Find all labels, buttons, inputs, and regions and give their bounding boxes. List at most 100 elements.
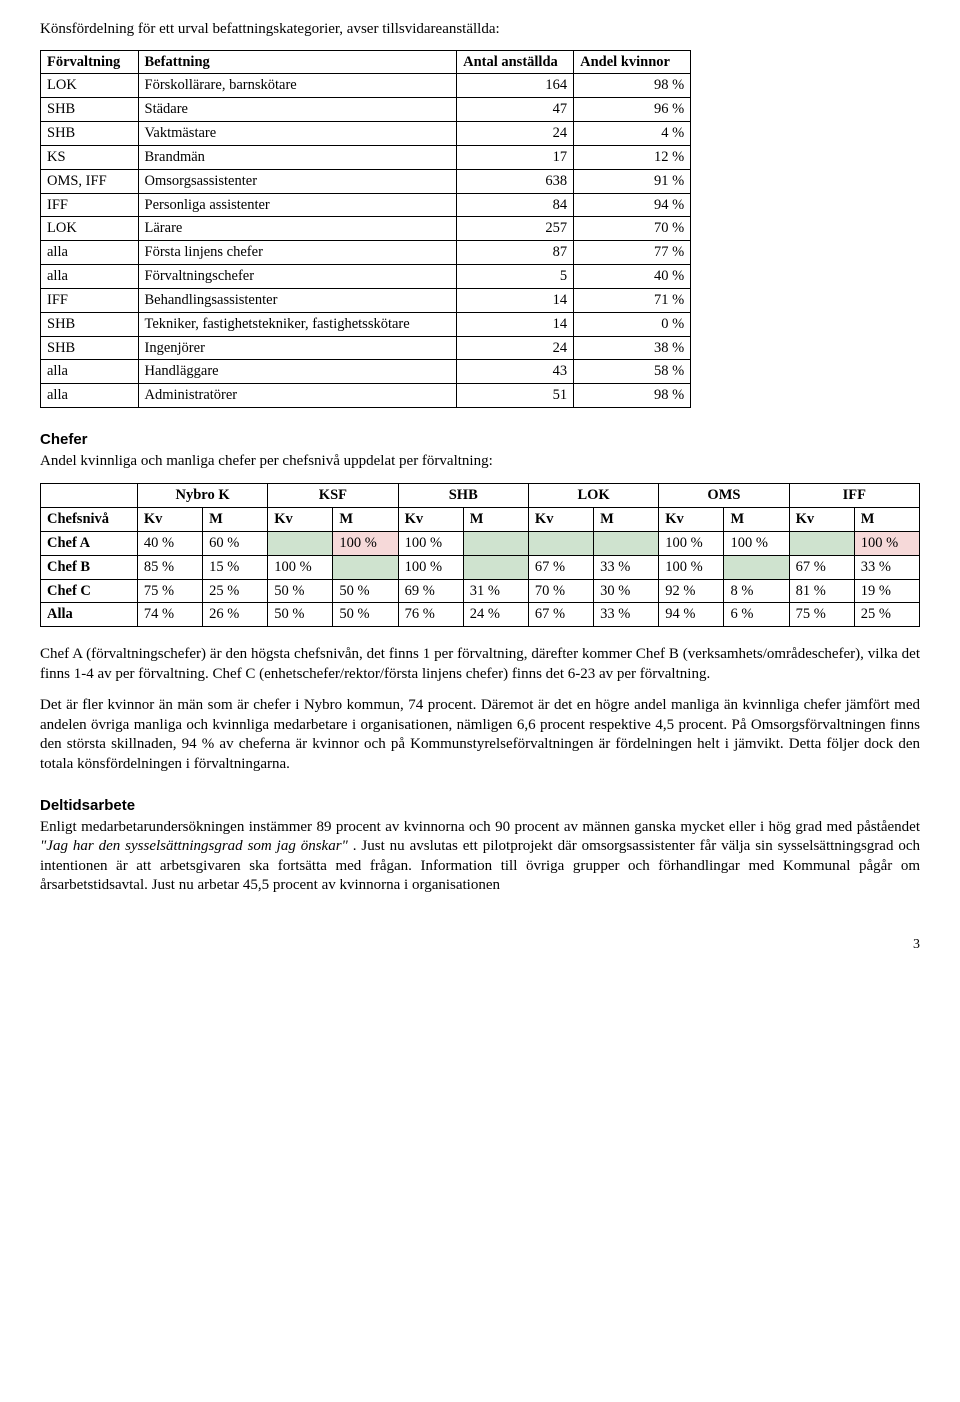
table-cell: 50 % [333,579,398,603]
sub-header-cell: M [594,508,659,532]
table-cell: 58 % [574,360,691,384]
table-cell: Omsorgsassistenter [138,169,457,193]
col-forvaltning: Förvaltning [41,50,139,74]
table-cell [594,531,659,555]
table-cell: 81 % [789,579,854,603]
group-header-cell: LOK [528,484,658,508]
table-cell: 100 % [268,555,333,579]
table-cell: 100 % [659,531,724,555]
table-cell: 30 % [594,579,659,603]
table-cell: SHB [41,312,139,336]
table-row: allaAdministratörer5198 % [41,384,691,408]
table-cell: Behandlingsassistenter [138,288,457,312]
table-row: IFFPersonliga assistenter8494 % [41,193,691,217]
table-row: LOKLärare25770 % [41,217,691,241]
sub-header-cell: Kv [137,508,202,532]
position-table: Förvaltning Befattning Antal anställda A… [40,50,691,409]
table-cell: 33 % [854,555,919,579]
intro-text: Könsfördelning för ett urval befattnings… [40,20,920,40]
table-cell: 70 % [528,579,593,603]
table-cell: 43 [457,360,574,384]
deltid-quote: "Jag har den sysselsättningsgrad som jag… [40,838,348,854]
sub-header-cell: Kv [789,508,854,532]
group-header-cell [41,484,138,508]
table-cell: alla [41,360,139,384]
table-cell: 85 % [137,555,202,579]
table-cell [463,555,528,579]
table-row: SHBVaktmästare244 % [41,122,691,146]
page-number: 3 [40,936,920,954]
table-row: SHBTekniker, fastighetstekniker, fastigh… [41,312,691,336]
table-cell: Tekniker, fastighetstekniker, fastighets… [138,312,457,336]
table-row: allaFörsta linjens chefer8777 % [41,241,691,265]
table-cell: 100 % [659,555,724,579]
table-cell: SHB [41,98,139,122]
table-cell: 6 % [724,603,789,627]
table-cell: 98 % [574,384,691,408]
table-row: Chef B85 %15 %100 %100 %67 %33 %100 %67 … [41,555,920,579]
table-row: LOKFörskollärare, barnskötare16498 % [41,74,691,98]
table-cell: 17 [457,145,574,169]
table-cell: SHB [41,122,139,146]
table-cell: SHB [41,336,139,360]
sub-header-cell: Kv [268,508,333,532]
table-cell: 100 % [333,531,398,555]
table-row: Chef C75 %25 %50 %50 %69 %31 %70 %30 %92… [41,579,920,603]
table-cell: 70 % [574,217,691,241]
table-row: SHBStädare4796 % [41,98,691,122]
table-cell: 100 % [724,531,789,555]
table-cell: IFF [41,193,139,217]
row-label: Chef C [41,579,138,603]
deltid-para: Enligt medarbetarundersökningen instämme… [40,818,920,896]
chefer-sub-header: ChefsnivåKvMKvMKvMKvMKvMKvM [41,508,920,532]
table-cell: 74 % [137,603,202,627]
table-cell: Administratörer [138,384,457,408]
chefer-group-header: Nybro KKSFSHBLOKOMSIFF [41,484,920,508]
table-cell: 14 [457,312,574,336]
table-row: allaHandläggare4358 % [41,360,691,384]
table-cell: Förvaltningschefer [138,265,457,289]
group-header-cell: SHB [398,484,528,508]
table-cell: alla [41,265,139,289]
table-cell: 15 % [203,555,268,579]
table-cell: 67 % [528,555,593,579]
table-row: KSBrandmän1712 % [41,145,691,169]
table-cell: Ingenjörer [138,336,457,360]
table-cell: Handläggare [138,360,457,384]
table-cell: 5 [457,265,574,289]
group-header-cell: IFF [789,484,919,508]
table-cell: 100 % [398,555,463,579]
table-cell: 94 % [574,193,691,217]
table-cell: 92 % [659,579,724,603]
table-cell: 91 % [574,169,691,193]
table-cell: 100 % [398,531,463,555]
table-cell: Städare [138,98,457,122]
table-cell: 12 % [574,145,691,169]
table-cell: 75 % [137,579,202,603]
sub-header-cell: Chefsnivå [41,508,138,532]
table-cell: OMS, IFF [41,169,139,193]
col-befattning: Befattning [138,50,457,74]
table-cell: KS [41,145,139,169]
table-cell: 164 [457,74,574,98]
table-cell: LOK [41,217,139,241]
sub-header-cell: M [333,508,398,532]
table-cell: 71 % [574,288,691,312]
table-cell: 98 % [574,74,691,98]
table-header-row: Förvaltning Befattning Antal anställda A… [41,50,691,74]
table-cell: 50 % [268,603,333,627]
row-label: Chef B [41,555,138,579]
table-cell: 75 % [789,603,854,627]
chefer-para-1: Chef A (förvaltningschefer) är den högst… [40,645,920,684]
deltid-pre: Enligt medarbetarundersökningen instämme… [40,819,920,835]
table-cell [333,555,398,579]
table-cell [789,531,854,555]
table-cell: Förskollärare, barnskötare [138,74,457,98]
table-cell: 50 % [268,579,333,603]
table-cell: 51 [457,384,574,408]
table-cell: 25 % [854,603,919,627]
table-cell: 14 [457,288,574,312]
table-cell: 96 % [574,98,691,122]
table-cell: 31 % [463,579,528,603]
table-cell: 38 % [574,336,691,360]
